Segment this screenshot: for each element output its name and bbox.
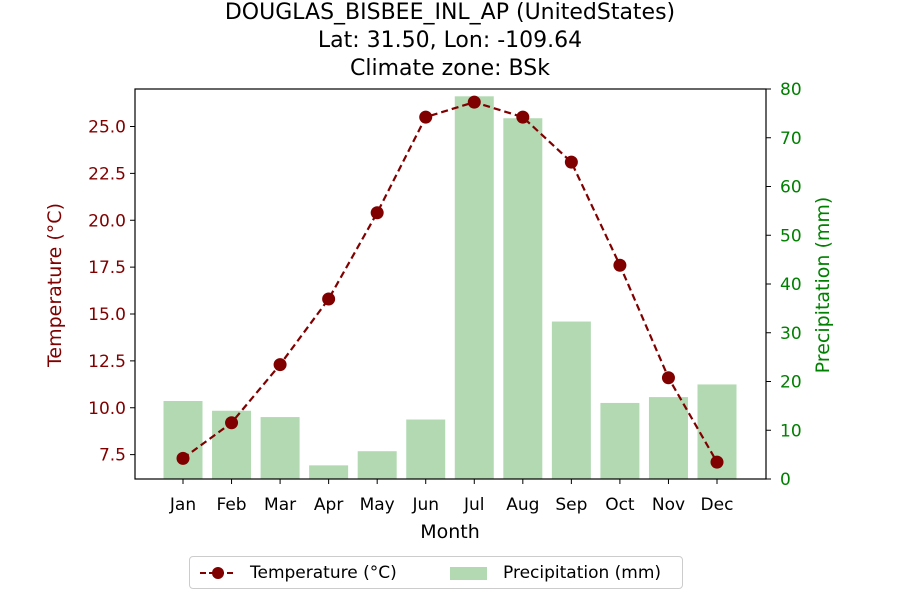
temperature-point-may xyxy=(370,206,384,220)
title-coordinates: Lat: 31.50, Lon: -109.64 xyxy=(317,28,583,53)
precipitation-tick-label: 80 xyxy=(780,80,802,100)
precipitation-axis: 0 10 20 30 40 50 60 70 80 xyxy=(766,80,802,490)
temperature-point-feb xyxy=(225,416,239,430)
temperature-tick-label: 25.0 xyxy=(88,118,126,138)
precipitation-bar-mar xyxy=(260,417,300,479)
temperature-point-jan xyxy=(176,451,190,465)
month-tick-label-apr: Apr xyxy=(314,495,343,515)
precipitation-tick-label: 50 xyxy=(780,226,802,246)
legend-temperature-label: Temperature (°C) xyxy=(250,563,397,583)
temperature-point-aug xyxy=(516,110,530,124)
temperature-tick-label: 7.5 xyxy=(99,446,126,466)
legend-precipitation-symbol xyxy=(450,567,487,580)
month-tick-label-mar: Mar xyxy=(264,495,296,515)
precipitation-bar-jul xyxy=(454,96,494,479)
temperature-point-mar xyxy=(273,358,287,372)
month-tick-label-may: May xyxy=(360,495,395,515)
temperature-tick-label: 17.5 xyxy=(88,258,126,278)
title-climate-zone: Climate zone: BSk xyxy=(350,56,550,81)
temperature-tick-label: 15.0 xyxy=(88,305,126,325)
temperature-point-oct xyxy=(613,258,627,272)
precipitation-bar-jan xyxy=(163,401,203,479)
month-tick-label-jan: Jan xyxy=(169,495,196,515)
month-tick-label-jul: Jul xyxy=(463,495,485,515)
precipitation-bar-nov xyxy=(648,397,688,479)
precipitation-bar-sep xyxy=(551,321,591,479)
precipitation-bar-oct xyxy=(600,402,640,479)
month-tick-label-feb: Feb xyxy=(216,495,246,515)
precipitation-bar-may xyxy=(357,451,397,479)
month-axis: Jan Feb Mar Apr May Jun Jul Aug Sep Oct Nov Dec xyxy=(169,479,734,515)
precipitation-axis-label: Precipitation (mm) xyxy=(812,197,834,374)
precipitation-tick-label: 60 xyxy=(780,178,802,198)
temperature-tick-label: 22.5 xyxy=(88,164,126,184)
temperature-axis: 7.5 10.0 12.5 15.0 17.5 20.0 22.5 25.0 xyxy=(88,118,135,466)
precipitation-bar-jun xyxy=(406,419,446,479)
temperature-point-apr xyxy=(322,292,336,306)
temperature-point-dec xyxy=(710,455,724,469)
temperature-tick-label: 10.0 xyxy=(88,399,126,419)
temperature-series-line xyxy=(182,100,718,463)
month-tick-label-nov: Nov xyxy=(652,495,685,515)
temperature-point-sep xyxy=(564,155,578,169)
legend: Temperature (°C) Precipitation (mm) xyxy=(189,556,683,589)
precipitation-bar-aug xyxy=(503,118,543,479)
temperature-point-jun xyxy=(419,110,433,124)
temperature-point-nov xyxy=(661,371,675,385)
precipitation-tick-label: 40 xyxy=(780,275,802,295)
temperature-point-jul xyxy=(467,95,481,109)
month-tick-label-oct: Oct xyxy=(605,495,635,515)
month-tick-label-aug: Aug xyxy=(506,495,539,515)
temperature-tick-label: 20.0 xyxy=(88,211,126,231)
month-tick-label-jun: Jun xyxy=(411,495,439,515)
precipitation-tick-label: 70 xyxy=(780,129,802,149)
precipitation-bars xyxy=(163,96,737,479)
precipitation-tick-label: 30 xyxy=(780,324,802,344)
month-tick-label-sep: Sep xyxy=(555,495,587,515)
title-station: DOUGLAS_BISBEE_INL_AP (UnitedStates) xyxy=(224,0,676,25)
precipitation-tick-label: 0 xyxy=(780,470,791,490)
legend-temperature-symbol xyxy=(200,567,236,579)
month-tick-label-dec: Dec xyxy=(701,495,734,515)
precipitation-bar-apr xyxy=(309,465,349,479)
precipitation-tick-label: 20 xyxy=(780,373,802,393)
temperature-axis-label: Temperature (°C) xyxy=(44,203,66,368)
temperature-line xyxy=(176,95,724,469)
temperature-tick-label: 12.5 xyxy=(88,352,126,372)
legend-precipitation-label: Precipitation (mm) xyxy=(503,563,662,583)
month-axis-label: Month xyxy=(420,521,480,543)
precipitation-tick-label: 10 xyxy=(780,421,802,441)
